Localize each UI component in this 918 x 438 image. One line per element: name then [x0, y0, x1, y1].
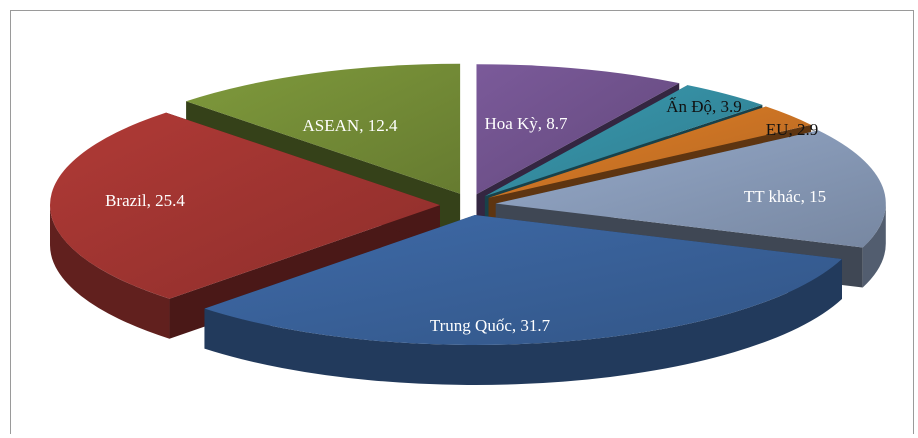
pie-slice-trung-quốc [204, 214, 842, 385]
slice-top [484, 85, 763, 197]
data-label-tt-khác: TT khác, 15 [744, 187, 826, 206]
slice-top [488, 106, 812, 198]
slice-outer-wall [50, 205, 170, 339]
data-label-ấn-độ: Ấn Độ, 3.9 [666, 97, 742, 116]
slice-top [186, 63, 461, 194]
slice-outer-wall [204, 259, 842, 385]
slice-top [50, 112, 441, 299]
data-label-hoa-kỳ: Hoa Kỳ, 8.7 [484, 114, 568, 133]
data-label-asean: ASEAN, 12.4 [303, 116, 398, 135]
slice-top [495, 130, 886, 248]
slice-top [476, 64, 680, 195]
slice-top [204, 214, 842, 345]
slice-outer-wall [862, 203, 886, 288]
chart-frame [10, 10, 914, 434]
data-label-brazil: Brazil, 25.4 [105, 191, 185, 210]
data-label-eu: EU, 2.9 [766, 120, 818, 139]
data-label-trung-quốc: Trung Quốc, 31.7 [430, 316, 551, 335]
